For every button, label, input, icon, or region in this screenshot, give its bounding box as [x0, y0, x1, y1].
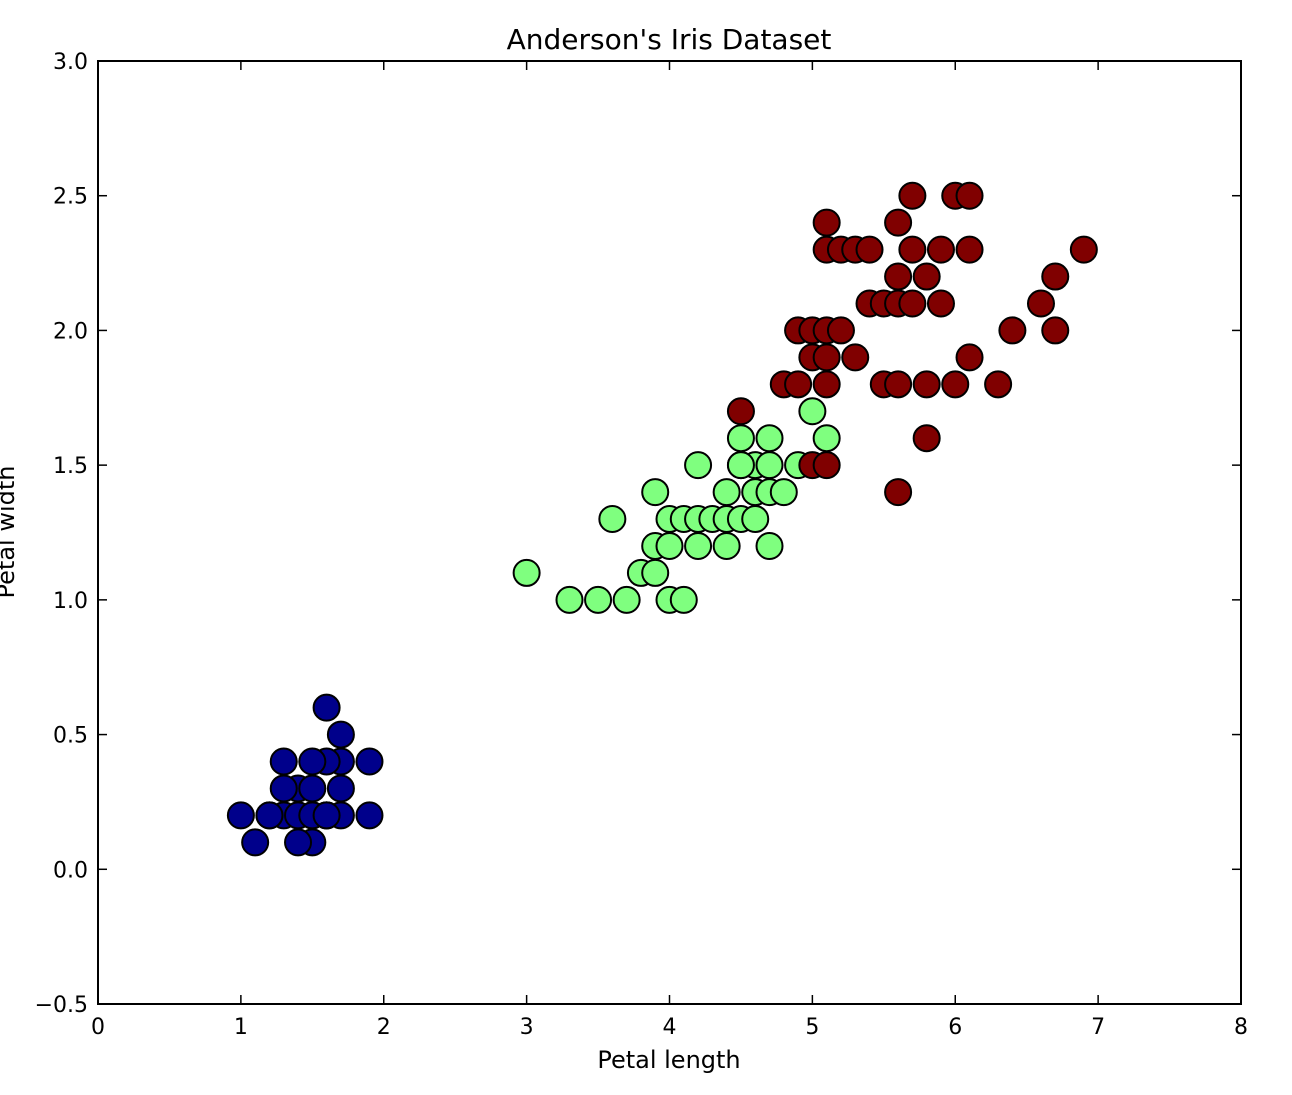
points-layer: [226, 181, 1098, 857]
data-point-s0-8: [226, 801, 255, 830]
data-point-s1-34: [812, 424, 841, 453]
data-point-s0-17: [298, 747, 327, 776]
data-point-s2-39: [984, 370, 1013, 399]
data-point-s0-19: [298, 774, 327, 803]
x-tick-label-8: 8: [1234, 1015, 1248, 1040]
data-point-s1-29: [755, 451, 784, 480]
y-tick-label-7: 3.0: [53, 50, 88, 75]
data-point-s1-3: [598, 505, 627, 534]
y-tick-label-4: 1.5: [53, 454, 88, 479]
chart-title: Anderson's Iris Dataset: [507, 23, 832, 56]
data-point-s2-41: [1026, 289, 1055, 318]
data-point-s2-7: [812, 451, 841, 480]
data-point-s2-44: [1069, 235, 1098, 264]
data-point-s2-21: [884, 478, 913, 507]
data-point-s1-14: [684, 531, 713, 560]
data-point-s2-24: [884, 262, 913, 291]
y-tick-label-2: 0.5: [53, 724, 88, 749]
data-point-s2-25: [884, 208, 913, 237]
x-axis-label: Petal length: [597, 1046, 740, 1074]
data-point-s2-30: [912, 370, 941, 399]
data-point-s2-42: [1041, 316, 1070, 345]
data-point-s2-8: [812, 370, 841, 399]
x-tick-label-6: 6: [948, 1015, 962, 1040]
data-point-s0-6: [241, 828, 270, 857]
data-point-s2-36: [955, 343, 984, 372]
data-point-s1-8: [641, 478, 670, 507]
data-point-s1-35: [726, 451, 755, 480]
data-point-s0-15: [312, 693, 341, 722]
data-point-s2-13: [826, 316, 855, 345]
data-point-s2-28: [898, 181, 927, 210]
data-point-s1-23: [726, 424, 755, 453]
data-point-s0-20: [284, 828, 313, 857]
data-point-s1-20: [712, 478, 741, 507]
data-point-s2-34: [941, 370, 970, 399]
ticks-layer: 0 1 2 3 4 5 6 7 8 −0.5 0.0 0.5 1.0 1.5 2.0 2.5 3.0: [35, 50, 1248, 1040]
data-point-s0-16: [326, 720, 355, 749]
data-point-s0-14: [269, 747, 298, 776]
y-axis-label: Petal width: [0, 466, 20, 599]
data-point-s1-11: [655, 531, 684, 560]
data-point-s2-31: [912, 262, 941, 291]
data-point-s1-18: [712, 531, 741, 560]
data-point-s0-12: [355, 747, 384, 776]
data-point-s1-24: [741, 505, 770, 534]
x-tick-label-0: 0: [91, 1015, 105, 1040]
data-point-s0-27: [312, 801, 341, 830]
data-point-s1-16: [684, 451, 713, 480]
x-tick-label-2: 2: [377, 1015, 391, 1040]
data-point-s0-23: [255, 801, 284, 830]
x-tick-label-4: 4: [663, 1015, 677, 1040]
data-point-s2-15: [841, 343, 870, 372]
y-tick-label-1: 0.0: [53, 858, 88, 883]
data-point-s2-43: [1041, 262, 1070, 291]
data-point-s0-10: [355, 801, 384, 830]
data-point-s2-0: [726, 397, 755, 426]
data-point-s2-9: [812, 343, 841, 372]
x-tick-label-7: 7: [1091, 1015, 1105, 1040]
data-point-s1-6: [641, 558, 670, 587]
data-point-s2-26: [898, 289, 927, 318]
data-point-s2-27: [898, 235, 927, 264]
y-tick-label-6: 2.5: [53, 185, 88, 210]
data-point-s1-31: [769, 478, 798, 507]
data-point-s1-4: [612, 585, 641, 614]
data-point-s1-33: [798, 397, 827, 426]
data-point-s2-12: [812, 208, 841, 237]
data-point-s1-30: [755, 424, 784, 453]
data-point-s0-13: [269, 774, 298, 803]
x-tick-label-5: 5: [805, 1015, 819, 1040]
data-point-s2-38: [955, 181, 984, 210]
data-point-s1-12: [669, 585, 698, 614]
data-point-s1-27: [755, 531, 784, 560]
data-point-s2-18: [855, 235, 884, 264]
data-point-s2-32: [926, 289, 955, 318]
data-point-s1-0: [512, 558, 541, 587]
data-point-s2-2: [784, 370, 813, 399]
y-tick-label-3: 1.0: [53, 589, 88, 614]
y-tick-label-5: 2.0: [53, 319, 88, 344]
data-point-s2-37: [955, 235, 984, 264]
x-tick-label-3: 3: [520, 1015, 534, 1040]
data-point-s2-33: [926, 235, 955, 264]
data-point-s1-1: [555, 585, 584, 614]
data-point-s2-40: [998, 316, 1027, 345]
y-tick-label-0: −0.5: [35, 993, 88, 1018]
x-tick-label-1: 1: [234, 1015, 248, 1040]
data-point-s1-2: [584, 585, 613, 614]
data-point-s0-18: [326, 774, 355, 803]
data-point-s2-22: [884, 370, 913, 399]
data-point-s2-29: [912, 424, 941, 453]
